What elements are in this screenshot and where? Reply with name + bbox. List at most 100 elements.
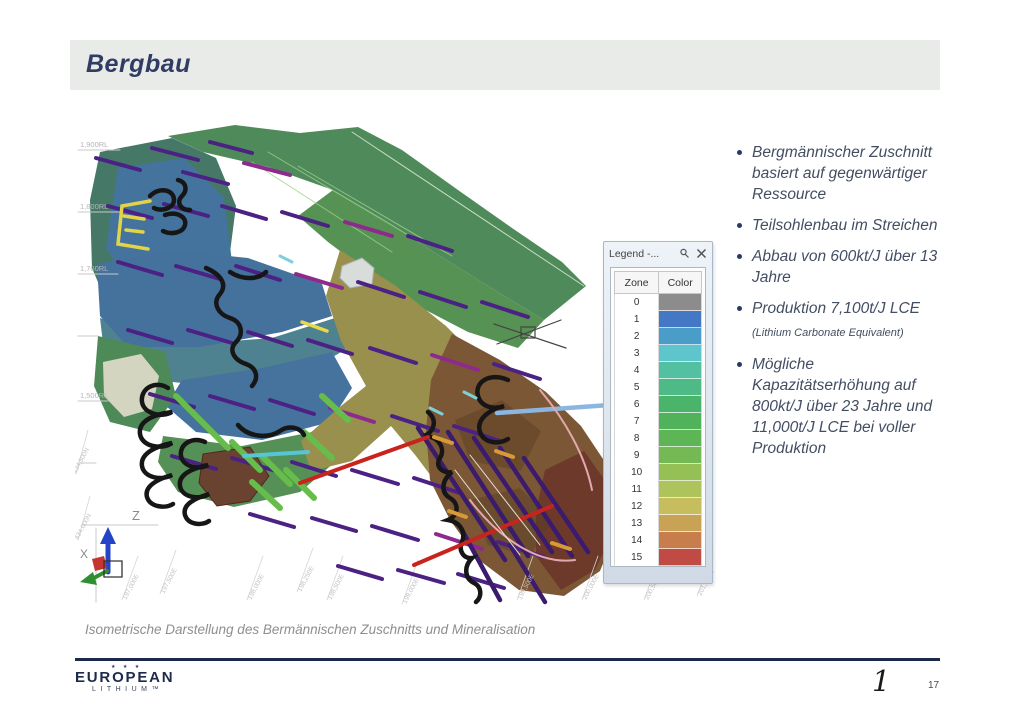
diagram-grid-label: 199,000E — [402, 576, 422, 604]
diagram-line — [452, 424, 502, 443]
zone-color-swatch — [658, 362, 702, 379]
diagram-line — [516, 555, 534, 601]
pin-icon[interactable] — [679, 248, 690, 259]
diagram-grid-label: 434,000N — [75, 512, 93, 540]
legend-row: 15 — [613, 549, 702, 566]
diagram-line — [310, 516, 358, 533]
diagram-line — [246, 555, 264, 601]
close-icon[interactable] — [696, 248, 707, 259]
diagram-line — [186, 328, 234, 345]
page-title: Bergbau — [86, 50, 191, 78]
legend-title: Legend -... — [609, 247, 660, 260]
diagram-path — [422, 409, 483, 605]
diagram-line — [454, 469, 521, 556]
zone-color-swatch — [658, 293, 702, 311]
diagram-shape — [100, 527, 116, 544]
diagram-line — [173, 393, 205, 425]
zone-color-swatch — [658, 532, 702, 549]
diagram-line — [242, 450, 310, 458]
diagram-line — [126, 328, 174, 345]
ore-zone-mass — [339, 257, 375, 289]
footer-divider — [75, 658, 940, 661]
zone-value: 9 — [613, 447, 660, 464]
diagram-line — [278, 254, 294, 264]
diagram-line — [94, 156, 142, 172]
diagram-line — [199, 419, 231, 451]
diagram-line — [430, 353, 480, 372]
logo-stars: ★ ★ ★ — [111, 664, 143, 670]
diagram-line — [480, 300, 530, 319]
diagram-line — [412, 476, 462, 495]
diagram-line — [370, 524, 420, 542]
zone-color-swatch — [658, 311, 702, 328]
diagram-line — [471, 435, 555, 555]
zone-value: 7 — [613, 413, 660, 430]
logo-name: EUROPEAN — [75, 669, 175, 686]
diagram-grid-label: 1,700RL — [80, 264, 108, 273]
zone-color-swatch — [658, 345, 702, 362]
zone-value: 5 — [613, 379, 660, 396]
diagram-grid-label: 434,500N — [75, 446, 91, 474]
diagram-line — [507, 542, 548, 605]
legend-row: 11 — [613, 481, 702, 498]
diagram-line — [401, 559, 419, 605]
diagram-path — [539, 389, 593, 491]
legend-row: 9 — [613, 447, 702, 464]
diagram-line — [106, 204, 154, 220]
legend-row: 8 — [613, 430, 702, 447]
diagram-grid-label: 197,500E — [160, 566, 180, 594]
diagram-line — [298, 435, 430, 485]
page-number: 17 — [928, 680, 940, 691]
bullet-marker — [737, 254, 742, 259]
diagram-line — [280, 210, 330, 228]
ore-zone-mass — [455, 400, 541, 471]
logo-subname: LITHIUM™ — [92, 686, 163, 693]
diagram-path — [160, 211, 188, 236]
diagram-line — [181, 170, 230, 186]
bullet-marker — [737, 150, 742, 155]
ore-zone-mass — [103, 354, 159, 417]
diagram-line — [234, 264, 282, 282]
diagram-line — [251, 161, 393, 253]
diagram-shape — [80, 572, 97, 585]
diagram-line — [159, 549, 177, 595]
bullet-list: Bergmännischer Zuschnitt basiert auf geg… — [735, 142, 947, 469]
legend-row: 13 — [613, 515, 702, 532]
bullet-item: Bergmännischer Zuschnitt basiert auf geg… — [735, 142, 947, 205]
diagram-line — [267, 151, 421, 243]
diagram-path — [122, 214, 146, 221]
diagram-path — [203, 265, 259, 389]
legend-row: 14 — [613, 532, 702, 549]
zone-color-swatch — [658, 549, 702, 566]
legend-column-zone: Zone — [613, 271, 660, 294]
diagram-path — [493, 323, 567, 349]
diagram-path — [124, 228, 145, 234]
diagram-line — [350, 468, 400, 486]
diagram-line — [351, 131, 585, 287]
mining-isometric-diagram: 1,900RL 1,800RL 1,700RL 1,500RL Z X 434,500N 43… — [72, 120, 725, 618]
diagram-line — [75, 429, 89, 475]
diagram-path — [175, 177, 193, 213]
diagram-line — [306, 338, 354, 356]
diagram-grid-label: Z — [132, 508, 140, 523]
diagram-path — [469, 499, 576, 562]
legend-row: 3 — [613, 345, 702, 362]
legend-row: 10 — [613, 464, 702, 481]
diagram-line — [336, 564, 384, 581]
zone-value: 13 — [613, 515, 660, 532]
legend-table: Zone Color 0 1 2 3 4 5 6 7 8 9 10 11 12 13 14 15 — [613, 271, 702, 566]
diagram-grid-label: 197,000E — [122, 572, 142, 600]
diagram-line — [368, 346, 418, 365]
diagram-line — [469, 454, 541, 546]
zone-value: 1 — [613, 311, 660, 328]
bullet-item: Produktion 7,100t/J LCE (Lithium Carbona… — [735, 298, 947, 344]
diagram-path — [147, 187, 177, 212]
mining-diagram-canvas: 1,900RL 1,800RL 1,700RL 1,500RL Z X 434,500N 43… — [72, 125, 716, 605]
diagram-grid-label: 198,250E — [297, 564, 317, 592]
ore-zone-mass — [166, 352, 352, 440]
diagram-line — [396, 568, 446, 585]
diagram-path — [496, 319, 562, 345]
legend-row: 6 — [613, 396, 702, 413]
